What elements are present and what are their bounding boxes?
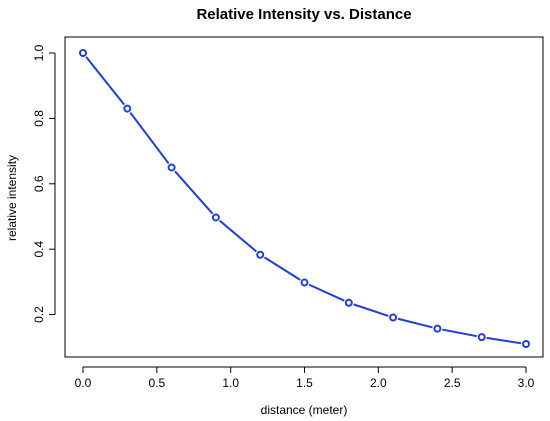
- y-axis: 0.2 0.4 0.6 0.8 1.0: [32, 44, 56, 323]
- x-tick-label: 1.0: [222, 376, 239, 390]
- y-tick-label: 1.0: [32, 44, 46, 61]
- series-line-segment: [129, 111, 170, 165]
- plot-box: [64, 36, 544, 358]
- x-axis: 0.0 0.5 1.0 1.5 2.0 2.5 3.0: [75, 366, 535, 390]
- data-point: [167, 163, 176, 172]
- data-point: [79, 49, 87, 57]
- y-axis-label: relative intensity: [5, 155, 19, 241]
- y-tick-label: 0.2: [32, 306, 46, 323]
- series-line-segment: [353, 303, 389, 317]
- data-point: [256, 250, 265, 259]
- x-tick-label: 1.5: [296, 376, 313, 390]
- y-tick-label: 0.8: [32, 110, 46, 127]
- x-axis-label: distance (meter): [261, 403, 348, 417]
- x-tick-label: 2.0: [370, 376, 387, 390]
- chart-title: Relative Intensity vs. Distance: [196, 6, 411, 23]
- data-point: [211, 213, 220, 222]
- series-line-segment: [442, 328, 477, 338]
- series-line-segment: [219, 219, 258, 253]
- series-layer: [79, 49, 530, 348]
- series-line-segment: [85, 56, 125, 106]
- data-point: [389, 313, 398, 322]
- y-tick-label: 0.6: [32, 175, 46, 192]
- data-point: [477, 333, 486, 342]
- series-line-segment: [486, 336, 522, 345]
- series-line-segment: [263, 256, 301, 281]
- x-tick-label: 0.0: [75, 376, 92, 390]
- data-point: [123, 104, 132, 113]
- y-tick-label: 0.4: [32, 241, 46, 258]
- data-point: [433, 324, 442, 333]
- x-tick-label: 3.0: [518, 376, 535, 390]
- data-point: [344, 298, 353, 307]
- x-tick-label: 2.5: [444, 376, 461, 390]
- data-point: [522, 340, 530, 348]
- series-line-segment: [397, 317, 433, 329]
- data-point: [300, 278, 309, 287]
- series-line-segment: [308, 283, 345, 302]
- series-line-segment: [174, 170, 214, 215]
- x-tick-label: 0.5: [148, 376, 165, 390]
